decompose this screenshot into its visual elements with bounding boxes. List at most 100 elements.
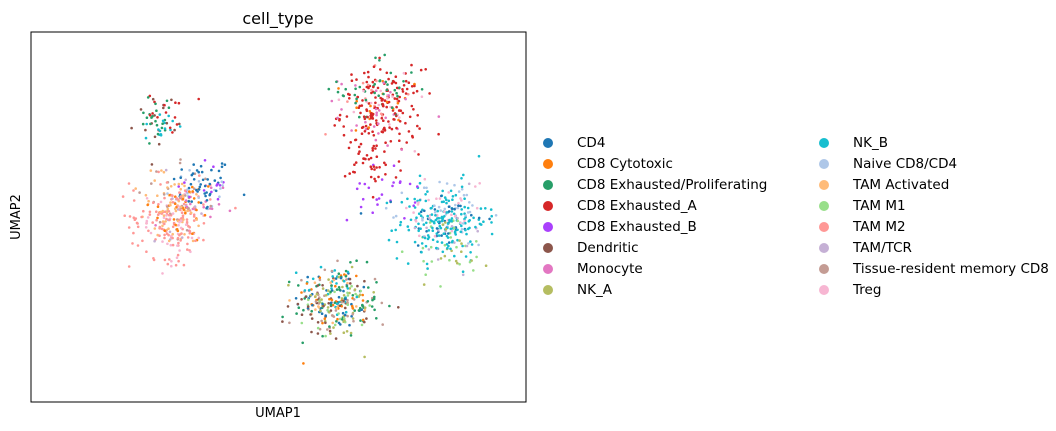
point-tam-activated bbox=[156, 194, 159, 197]
point-cd8-exhausted-proliferating bbox=[367, 286, 370, 289]
point-cd4 bbox=[197, 188, 201, 191]
point-tam-m2 bbox=[163, 210, 167, 213]
point-cd8-exhausted-proliferating bbox=[281, 315, 284, 319]
point-treg bbox=[145, 219, 149, 223]
point-nk-b bbox=[415, 216, 418, 219]
point-cd8-exhausted-a bbox=[361, 161, 365, 165]
point-treg bbox=[170, 260, 173, 263]
point-tam-activated bbox=[195, 218, 198, 221]
legend-marker bbox=[543, 243, 553, 253]
point-cd8-exhausted-a bbox=[402, 84, 406, 87]
point-naive-cd8-cd4 bbox=[465, 193, 469, 197]
point-nk-b bbox=[426, 190, 429, 193]
point-nk-b bbox=[466, 206, 470, 210]
point-cd8-exhausted-a bbox=[348, 93, 351, 97]
point-tam-m1 bbox=[307, 298, 310, 302]
point-tam-m1 bbox=[333, 290, 336, 294]
legend-label: TAM M1 bbox=[853, 198, 906, 214]
point-naive-cd8-cd4 bbox=[394, 214, 398, 218]
point-nk-b bbox=[462, 173, 465, 177]
point-treg bbox=[190, 236, 194, 240]
point-tam-m2 bbox=[136, 244, 140, 247]
point-tam-m2 bbox=[145, 250, 148, 253]
point-cd8-exhausted-proliferating bbox=[353, 93, 357, 97]
point-cd8-cytotoxic bbox=[336, 317, 339, 321]
point-tam-m2 bbox=[375, 79, 378, 83]
point-cd8-cytotoxic bbox=[302, 362, 305, 365]
point-tam-m2 bbox=[131, 242, 134, 245]
point-tam-activated bbox=[186, 209, 190, 213]
point-cd8-exhausted-a bbox=[393, 97, 397, 100]
point-nk-b bbox=[426, 267, 429, 270]
point-nk-b bbox=[427, 229, 431, 232]
point-cd8-exhausted-a bbox=[410, 85, 414, 88]
point-nk-a bbox=[443, 254, 447, 258]
point-naive-cd8-cd4 bbox=[219, 187, 222, 190]
point-cd8-exhausted-b bbox=[377, 197, 381, 200]
point-tam-m2 bbox=[123, 214, 126, 217]
point-monocyte bbox=[437, 115, 441, 118]
point-cd8-exhausted-proliferating bbox=[344, 269, 348, 273]
point-tam-activated bbox=[189, 211, 193, 215]
point-tam-m2 bbox=[209, 198, 212, 201]
point-cd8-exhausted-a bbox=[360, 104, 364, 107]
point-cd8-exhausted-a bbox=[171, 131, 174, 134]
point-nk-a bbox=[372, 291, 376, 294]
point-nk-a bbox=[341, 285, 344, 289]
point-nk-b bbox=[477, 154, 481, 158]
point-tam-m2 bbox=[171, 201, 175, 204]
point-tam-m1 bbox=[449, 236, 453, 239]
point-cd8-exhausted-proliferating bbox=[372, 297, 376, 301]
point-tam-m1 bbox=[346, 291, 349, 295]
point-cd8-exhausted-a bbox=[418, 127, 421, 130]
point-nk-a bbox=[321, 287, 325, 290]
point-cd8-exhausted-b bbox=[413, 201, 417, 204]
point-cd8-exhausted-a bbox=[371, 146, 375, 150]
point-nk-b bbox=[435, 232, 439, 235]
point-nk-b bbox=[338, 300, 341, 304]
point-cd8-exhausted-proliferating bbox=[375, 281, 378, 284]
point-cd8-exhausted-proliferating bbox=[351, 294, 355, 297]
point-tam-m2 bbox=[151, 221, 154, 224]
point-tam-m1 bbox=[359, 289, 363, 293]
point-cd8-exhausted-a bbox=[372, 134, 376, 137]
point-nk-a bbox=[456, 261, 459, 265]
legend-label: NK_A bbox=[577, 282, 612, 298]
point-cd8-exhausted-a bbox=[174, 101, 177, 104]
point-dendritic bbox=[153, 135, 157, 139]
point-naive-cd8-cd4 bbox=[220, 180, 224, 183]
point-tam-m2 bbox=[171, 236, 174, 240]
point-nk-b bbox=[440, 200, 444, 204]
point-nk-a bbox=[348, 291, 351, 295]
point-cd8-cytotoxic bbox=[146, 203, 149, 207]
point-cd8-exhausted-a bbox=[373, 177, 376, 181]
point-cd8-exhausted-proliferating bbox=[146, 96, 150, 99]
point-cd8-exhausted-proliferating bbox=[358, 306, 362, 310]
point-nk-b bbox=[454, 233, 458, 236]
point-cd8-cytotoxic bbox=[361, 293, 365, 297]
point-cd8-exhausted-proliferating bbox=[355, 259, 358, 263]
point-cd8-exhausted-proliferating bbox=[354, 87, 357, 91]
point-nk-a bbox=[327, 278, 330, 281]
point-tam-m2 bbox=[134, 217, 138, 220]
point-tam-tcr bbox=[153, 239, 156, 243]
point-cd8-exhausted-b bbox=[412, 204, 416, 207]
point-cd8-cytotoxic bbox=[175, 228, 179, 231]
point-cd4 bbox=[459, 204, 462, 208]
point-cd4 bbox=[208, 182, 212, 186]
point-nk-b bbox=[420, 250, 423, 254]
legend-marker bbox=[543, 138, 553, 148]
point-nk-b bbox=[346, 287, 350, 290]
point-cd4 bbox=[208, 193, 211, 197]
point-cd8-cytotoxic bbox=[181, 197, 185, 201]
point-cd4 bbox=[447, 205, 451, 208]
point-cd8-exhausted-a bbox=[355, 78, 358, 81]
point-cd8-exhausted-a bbox=[360, 132, 364, 135]
point-tam-activated bbox=[169, 203, 172, 207]
point-cd8-exhausted-a bbox=[379, 96, 383, 100]
point-naive-cd8-cd4 bbox=[445, 182, 449, 185]
point-tam-tcr bbox=[180, 236, 184, 239]
point-cd8-exhausted-b bbox=[375, 198, 379, 201]
point-nk-b bbox=[417, 222, 420, 226]
legend-label: CD8 Cytotoxic bbox=[577, 156, 673, 172]
